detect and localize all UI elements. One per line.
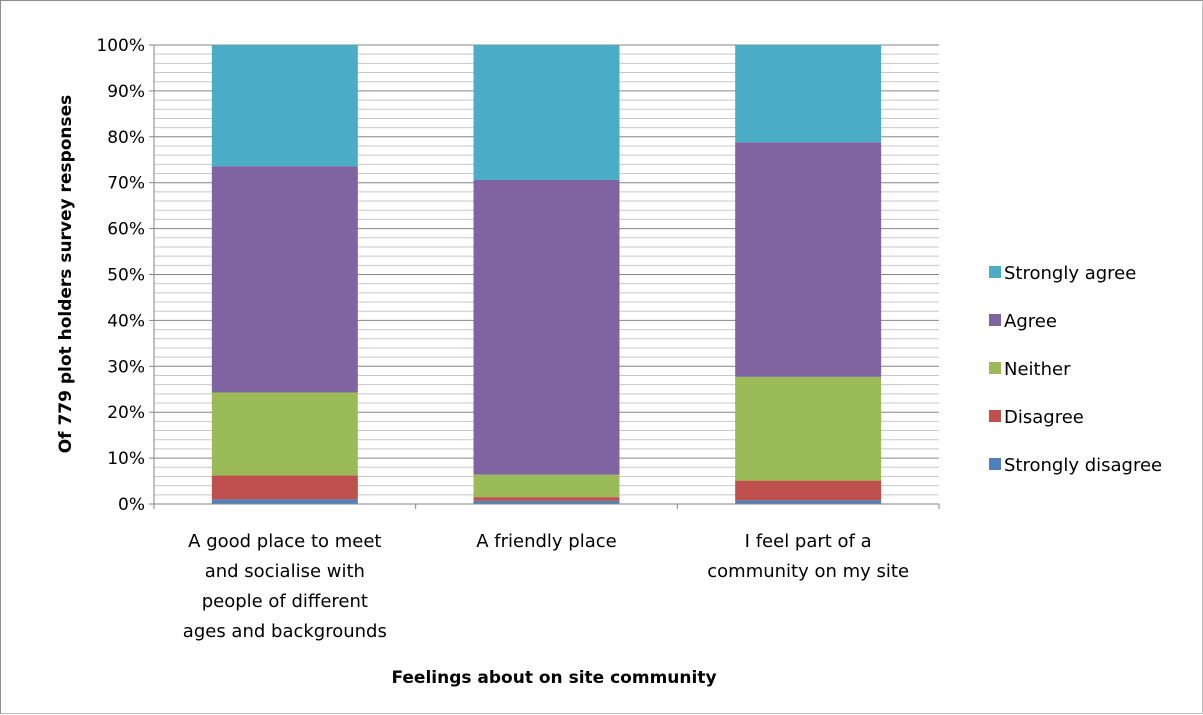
bar-segment-disagree	[211, 475, 358, 500]
x-category-label: A friendly place	[476, 531, 616, 552]
bar-segment-agree	[211, 166, 358, 393]
legend-label: Neither	[1004, 359, 1071, 380]
y-tick-label: 90%	[107, 82, 145, 102]
x-category-label: A good place to meet and socialise with pe…	[183, 531, 387, 642]
legend-swatch-strongly-agree	[989, 266, 1001, 278]
bar-segment-strongly-disagree	[473, 500, 620, 504]
bar-segment-neither	[735, 376, 882, 481]
bar-segment-strongly-agree	[735, 45, 882, 143]
y-tick-label: 40%	[107, 311, 145, 331]
legend-swatch-neither	[989, 362, 1001, 374]
bar-segment-disagree	[735, 480, 882, 501]
bars	[211, 45, 882, 504]
y-tick-label: 0%	[118, 495, 145, 515]
y-tick-label: 70%	[107, 174, 145, 194]
bar-segment-neither	[211, 392, 358, 476]
legend-label: Disagree	[1004, 407, 1084, 428]
bar-segment-strongly-disagree	[211, 499, 358, 504]
y-tick-label: 80%	[107, 128, 145, 148]
legend-label: Agree	[1004, 311, 1057, 332]
legend-label: Strongly disagree	[1004, 455, 1162, 476]
legend-label: Strongly agree	[1004, 263, 1136, 284]
y-tick-label: 10%	[107, 449, 145, 469]
bar-segment-agree	[735, 142, 882, 377]
x-category-label: I feel part of a community on my site	[707, 531, 909, 582]
legend-swatch-agree	[989, 314, 1001, 326]
y-tick-label: 100%	[96, 36, 145, 56]
legend-swatch-disagree	[989, 410, 1001, 422]
y-tick-label: 60%	[107, 220, 145, 240]
legend: Strongly agree Agree Neither Disagree Strong…	[989, 263, 1162, 476]
x-axis-title: Feelings about on site community	[391, 668, 716, 688]
legend-swatch-strongly-disagree	[989, 458, 1001, 470]
bar-segment-strongly-disagree	[735, 500, 882, 504]
y-tick-label: 20%	[107, 403, 145, 423]
y-tick-label: 30%	[107, 357, 145, 377]
x-axis-categories: A good place to meet and socialise with pe…	[183, 531, 909, 642]
y-tick-label: 50%	[107, 266, 145, 286]
bar-segment-agree	[473, 179, 620, 475]
bar-segment-strongly-agree	[473, 45, 620, 180]
bar-segment-strongly-agree	[211, 45, 358, 167]
y-axis-title: Of 779 plot holders survey responses	[56, 95, 76, 454]
bar-segment-disagree	[473, 497, 620, 501]
y-axis-ticks: 0% 10% 20% 30% 40% 50% 60% 70% 80% 90% 100%	[96, 36, 154, 515]
axes	[153, 45, 940, 509]
bar-segment-neither	[473, 474, 620, 498]
